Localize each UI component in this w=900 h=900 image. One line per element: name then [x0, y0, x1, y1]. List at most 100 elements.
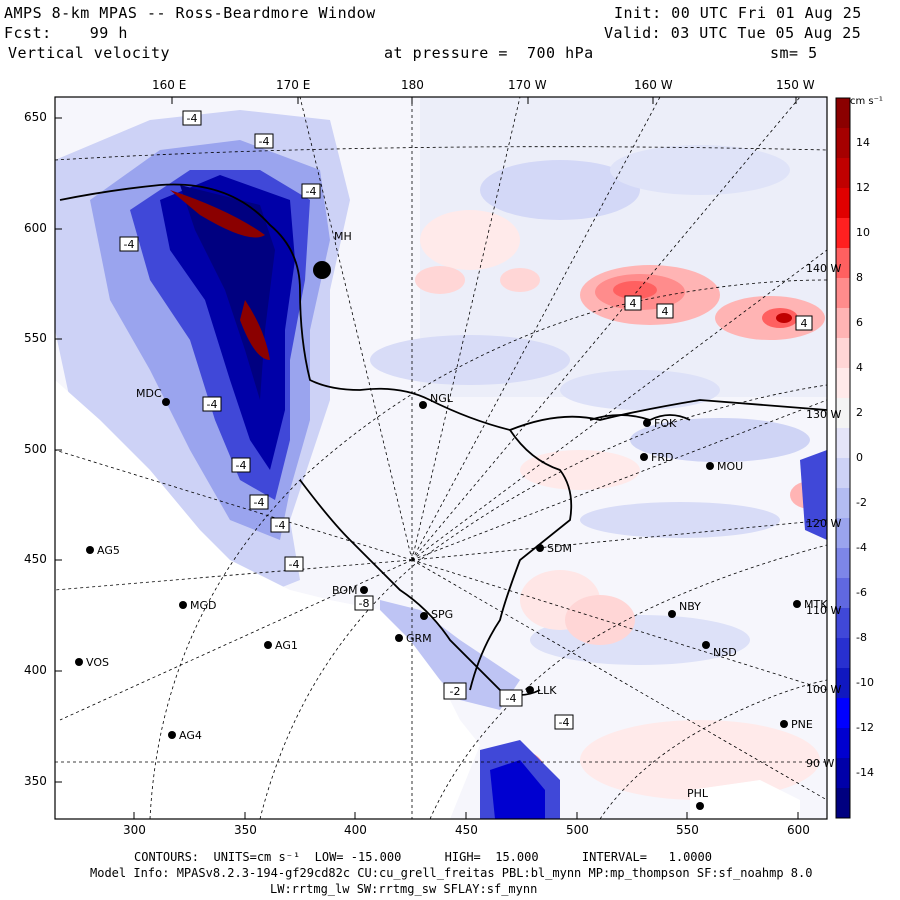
- colorbar-label: 8: [856, 271, 863, 284]
- svg-text:SPG: SPG: [431, 608, 453, 621]
- svg-text:-4: -4: [254, 496, 265, 509]
- colorbar-label: 2: [856, 406, 863, 419]
- station-mtk: MTK: [793, 598, 827, 611]
- y-label-500: 500: [24, 442, 47, 456]
- svg-text:MOU: MOU: [717, 460, 743, 473]
- contour-label: -4: [284, 556, 304, 572]
- x-label-300: 300: [123, 823, 146, 837]
- colorbar-label: 6: [856, 316, 863, 329]
- contour-label: 4: [795, 315, 813, 331]
- contour-labels: -4 -4 -4 -4 -4 -4 -4 -4 -4 4 4 4 -8 -4 -…: [119, 110, 813, 730]
- station-ag4: AG4: [168, 729, 202, 742]
- svg-text:MDC: MDC: [136, 387, 162, 400]
- station-frd: FRD: [640, 451, 673, 464]
- contour-label: -8: [354, 595, 374, 611]
- x-label-350: 350: [234, 823, 257, 837]
- lon-label-100w: 100 W: [806, 683, 842, 696]
- lon-label-110w: 110 W: [806, 604, 842, 617]
- station-fok: FOK: [643, 417, 677, 430]
- svg-text:-8: -8: [359, 597, 370, 610]
- colorbar-swatch: [836, 578, 850, 609]
- colorbar-label: -2: [856, 496, 867, 509]
- svg-text:-4: -4: [289, 558, 300, 571]
- svg-text:-4: -4: [207, 398, 218, 411]
- contour-label: -4: [182, 110, 202, 126]
- svg-text:AG4: AG4: [179, 729, 202, 742]
- y-label-600: 600: [24, 221, 47, 235]
- colorbar-swatch: [836, 398, 850, 429]
- colorbar-label: -4: [856, 541, 867, 554]
- ocean-field: [370, 97, 827, 800]
- station-mdc: MDC: [136, 387, 170, 406]
- colorbar-label: 10: [856, 226, 870, 239]
- svg-text:GRM: GRM: [406, 632, 432, 645]
- x-label-550: 550: [676, 823, 699, 837]
- svg-text:-4: -4: [275, 519, 286, 532]
- svg-text:NSD: NSD: [713, 646, 737, 659]
- svg-text:PHL: PHL: [687, 787, 709, 800]
- colorbar-swatch: [836, 428, 850, 459]
- svg-text:4: 4: [801, 317, 808, 330]
- axis-ticks: [55, 97, 799, 819]
- colorbar-swatch: [836, 668, 850, 699]
- y-label-650: 650: [24, 110, 47, 124]
- colorbar-swatch: [836, 788, 850, 819]
- smoothing-level: sm= 5: [770, 44, 818, 62]
- svg-text:-4: -4: [306, 185, 317, 198]
- x-label-450: 450: [455, 823, 478, 837]
- contour-label: -4: [119, 236, 139, 252]
- colorbar-swatch: [836, 128, 850, 159]
- lon-label-130w: 130 W: [806, 408, 842, 421]
- svg-text:NBY: NBY: [679, 600, 701, 613]
- contours-info: CONTOURS: UNITS=cm s⁻¹ LOW= -15.000 HIGH…: [134, 850, 712, 864]
- lon-label-170e: 170 E: [276, 78, 311, 92]
- colorbar-swatch: [836, 278, 850, 309]
- colorbar-swatch: [836, 308, 850, 339]
- colorbar-swatch: [836, 638, 850, 669]
- svg-text:MGD: MGD: [190, 599, 217, 612]
- colorbar-label: 12: [856, 181, 870, 194]
- svg-text:-4: -4: [506, 692, 517, 705]
- x-label-500: 500: [566, 823, 589, 837]
- colorbar-swatch: [836, 218, 850, 249]
- svg-text:BOM: BOM: [332, 584, 358, 597]
- colorbar-swatch: [836, 488, 850, 519]
- svg-text:-4: -4: [259, 135, 270, 148]
- station-nby: NBY: [668, 600, 701, 618]
- contour-label: 4: [656, 303, 674, 319]
- station-vos: VOS: [75, 656, 109, 669]
- model-title: AMPS 8-km MPAS -- Ross-Beardmore Window: [4, 4, 376, 22]
- lon-label-150w: 150 W: [776, 78, 815, 92]
- station-pne: PNE: [780, 718, 813, 731]
- contour-label: -4: [202, 396, 222, 412]
- colorbar-swatch: [836, 368, 850, 399]
- colorbar-swatch: [836, 458, 850, 489]
- pressure-level: at pressure = 700 hPa: [384, 44, 594, 62]
- colorbar-label: 4: [856, 361, 863, 374]
- colorbar-swatch: [836, 518, 850, 549]
- x-label-600: 600: [787, 823, 810, 837]
- lon-label-170w: 170 W: [508, 78, 547, 92]
- lon-label-90w: 90 W: [806, 757, 835, 770]
- svg-text:PNE: PNE: [791, 718, 813, 731]
- svg-text:SDM: SDM: [547, 542, 572, 555]
- station-llk: LLK: [526, 684, 557, 697]
- colorbar-swatch: [836, 698, 850, 729]
- contour-label: -4: [301, 183, 321, 199]
- colorbar: [835, 97, 851, 819]
- station-sdm: SDM: [536, 542, 572, 555]
- colorbar-label: 0: [856, 451, 863, 464]
- colorbar-label: -6: [856, 586, 867, 599]
- station-mou: MOU: [706, 460, 743, 473]
- svg-text:LLK: LLK: [537, 684, 557, 697]
- stations: MDC NGL FOK FRD MOU SDM AG5 MGD AG1 VOS …: [75, 230, 827, 810]
- map-panel: -4 -4 -4 -4 -4 -4 -4 -4 -4 4 4 4 -8 -4 -…: [55, 97, 827, 819]
- station-nsd: NSD: [702, 641, 737, 659]
- y-label-400: 400: [24, 663, 47, 677]
- colorbar-label: 14: [856, 136, 870, 149]
- lon-label-160w: 160 W: [634, 78, 673, 92]
- station-phl: PHL: [687, 787, 709, 810]
- physics-info: LW:rrtmg_lw SW:rrtmg_sw SFLAY:sf_mynn: [270, 882, 538, 896]
- field-name: Vertical velocity: [8, 44, 171, 62]
